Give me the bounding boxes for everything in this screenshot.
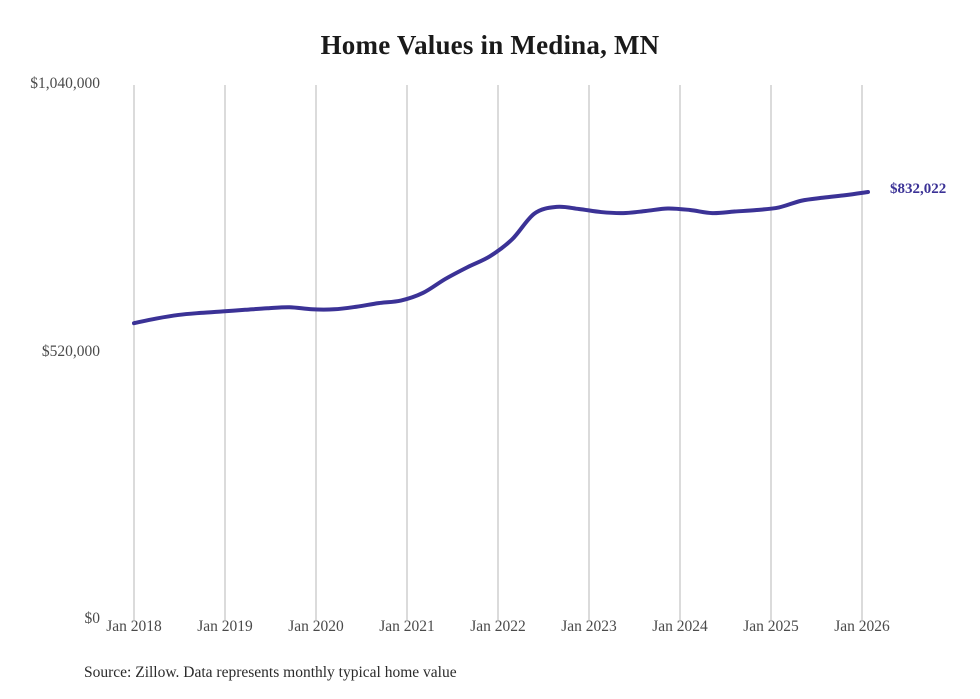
y-axis-tick-label: $1,040,000 xyxy=(30,75,100,92)
source-note: Source: Zillow. Data represents monthly … xyxy=(84,664,457,681)
y-axis-tick-label: $0 xyxy=(84,610,101,627)
x-axis-tick-label: Jan 2022 xyxy=(470,618,526,635)
chart-title: Home Values in Medina, MN xyxy=(320,30,660,60)
x-axis-tick-label: Jan 2023 xyxy=(561,618,617,635)
series-lines xyxy=(132,189,870,326)
y-axis-tick: $1,040,000 xyxy=(0,75,100,95)
x-axis-tick-label: Jan 2021 xyxy=(379,618,435,635)
gridlines xyxy=(133,85,863,620)
x-axis-tick-label: Jan 2025 xyxy=(743,618,799,635)
x-axis-tick-label: Jan 2020 xyxy=(288,618,344,635)
x-axis-tick-label: Jan 2018 xyxy=(106,618,162,635)
y-axis-tick: $520,000 xyxy=(0,343,100,363)
x-axis-tick-label: Jan 2019 xyxy=(197,618,253,635)
series-end-value-label: $832,022 xyxy=(890,180,947,197)
x-axis-tick-label: Jan 2024 xyxy=(652,618,708,635)
series-line xyxy=(132,189,870,326)
y-axis-tick-label: $520,000 xyxy=(41,342,100,360)
y-axis-tick: $0 xyxy=(0,610,101,630)
x-axis-tick-label: Jan 2026 xyxy=(834,618,890,635)
